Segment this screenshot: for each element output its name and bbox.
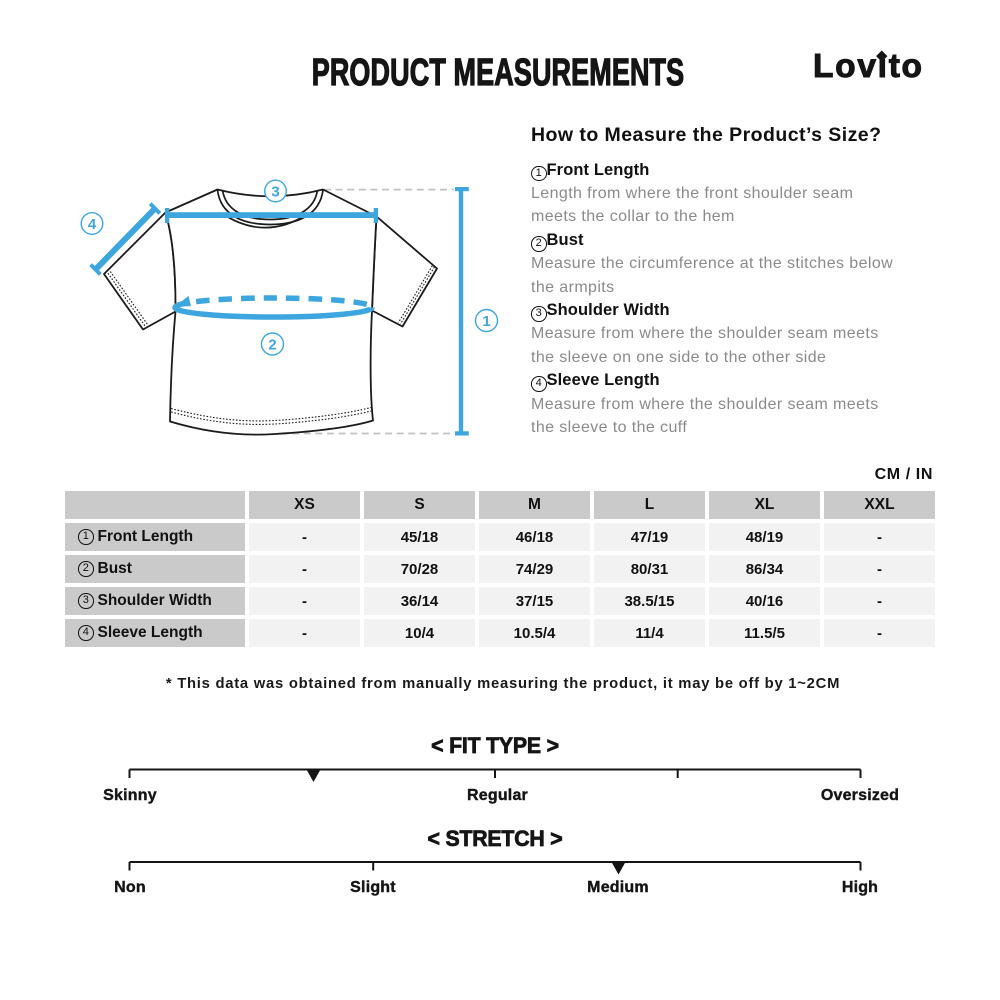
svg-text:1: 1 <box>482 313 490 330</box>
svg-text:2: 2 <box>268 336 276 353</box>
svg-text:4: 4 <box>88 216 97 233</box>
svg-text:3: 3 <box>271 183 279 200</box>
